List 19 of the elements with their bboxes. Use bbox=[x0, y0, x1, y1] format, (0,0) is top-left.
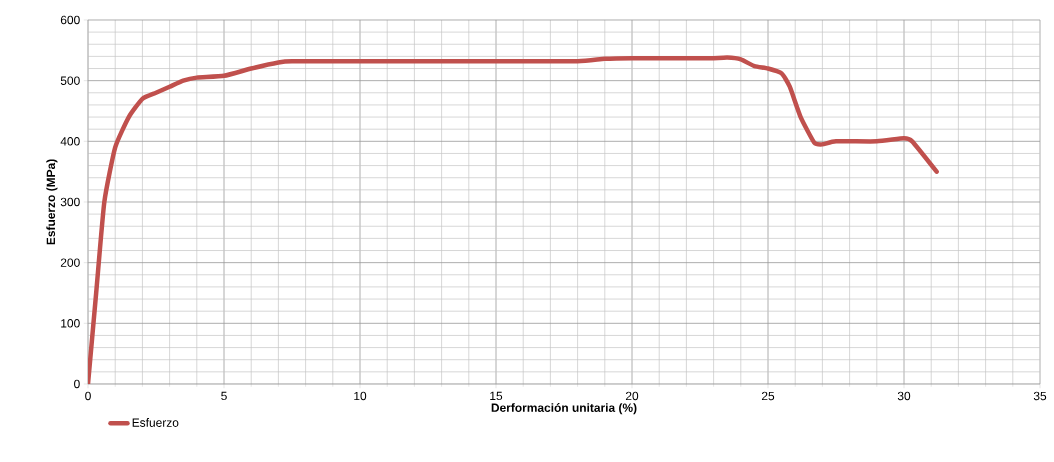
line-series bbox=[88, 55, 939, 384]
y-tick-label: 500 bbox=[60, 76, 80, 85]
y-tick-label: 300 bbox=[60, 197, 80, 207]
x-tick-label: 15 bbox=[490, 391, 503, 401]
y-tick-label: 200 bbox=[60, 258, 80, 267]
y-tick-label: 100 bbox=[61, 319, 80, 328]
x-tick-label: 35 bbox=[1033, 391, 1047, 401]
y-tick-label: 400 bbox=[60, 137, 80, 146]
y-axis-title: Esfuerzo (MPa) bbox=[46, 159, 58, 245]
x-tick-label: 0 bbox=[85, 391, 91, 401]
x-tick-label: 25 bbox=[761, 391, 775, 401]
x-axis-title: Derformación unitaria (%) bbox=[491, 403, 637, 415]
x-tick-label: 20 bbox=[625, 391, 639, 401]
x-tick-label: 30 bbox=[897, 391, 911, 401]
x-tick-label: 5 bbox=[221, 391, 227, 401]
y-tick-label: 600 bbox=[60, 15, 80, 25]
y-tick-label: 0 bbox=[74, 379, 80, 389]
x-tick-label: 10 bbox=[354, 391, 367, 401]
legend-label: Esfuerzo bbox=[132, 418, 179, 427]
